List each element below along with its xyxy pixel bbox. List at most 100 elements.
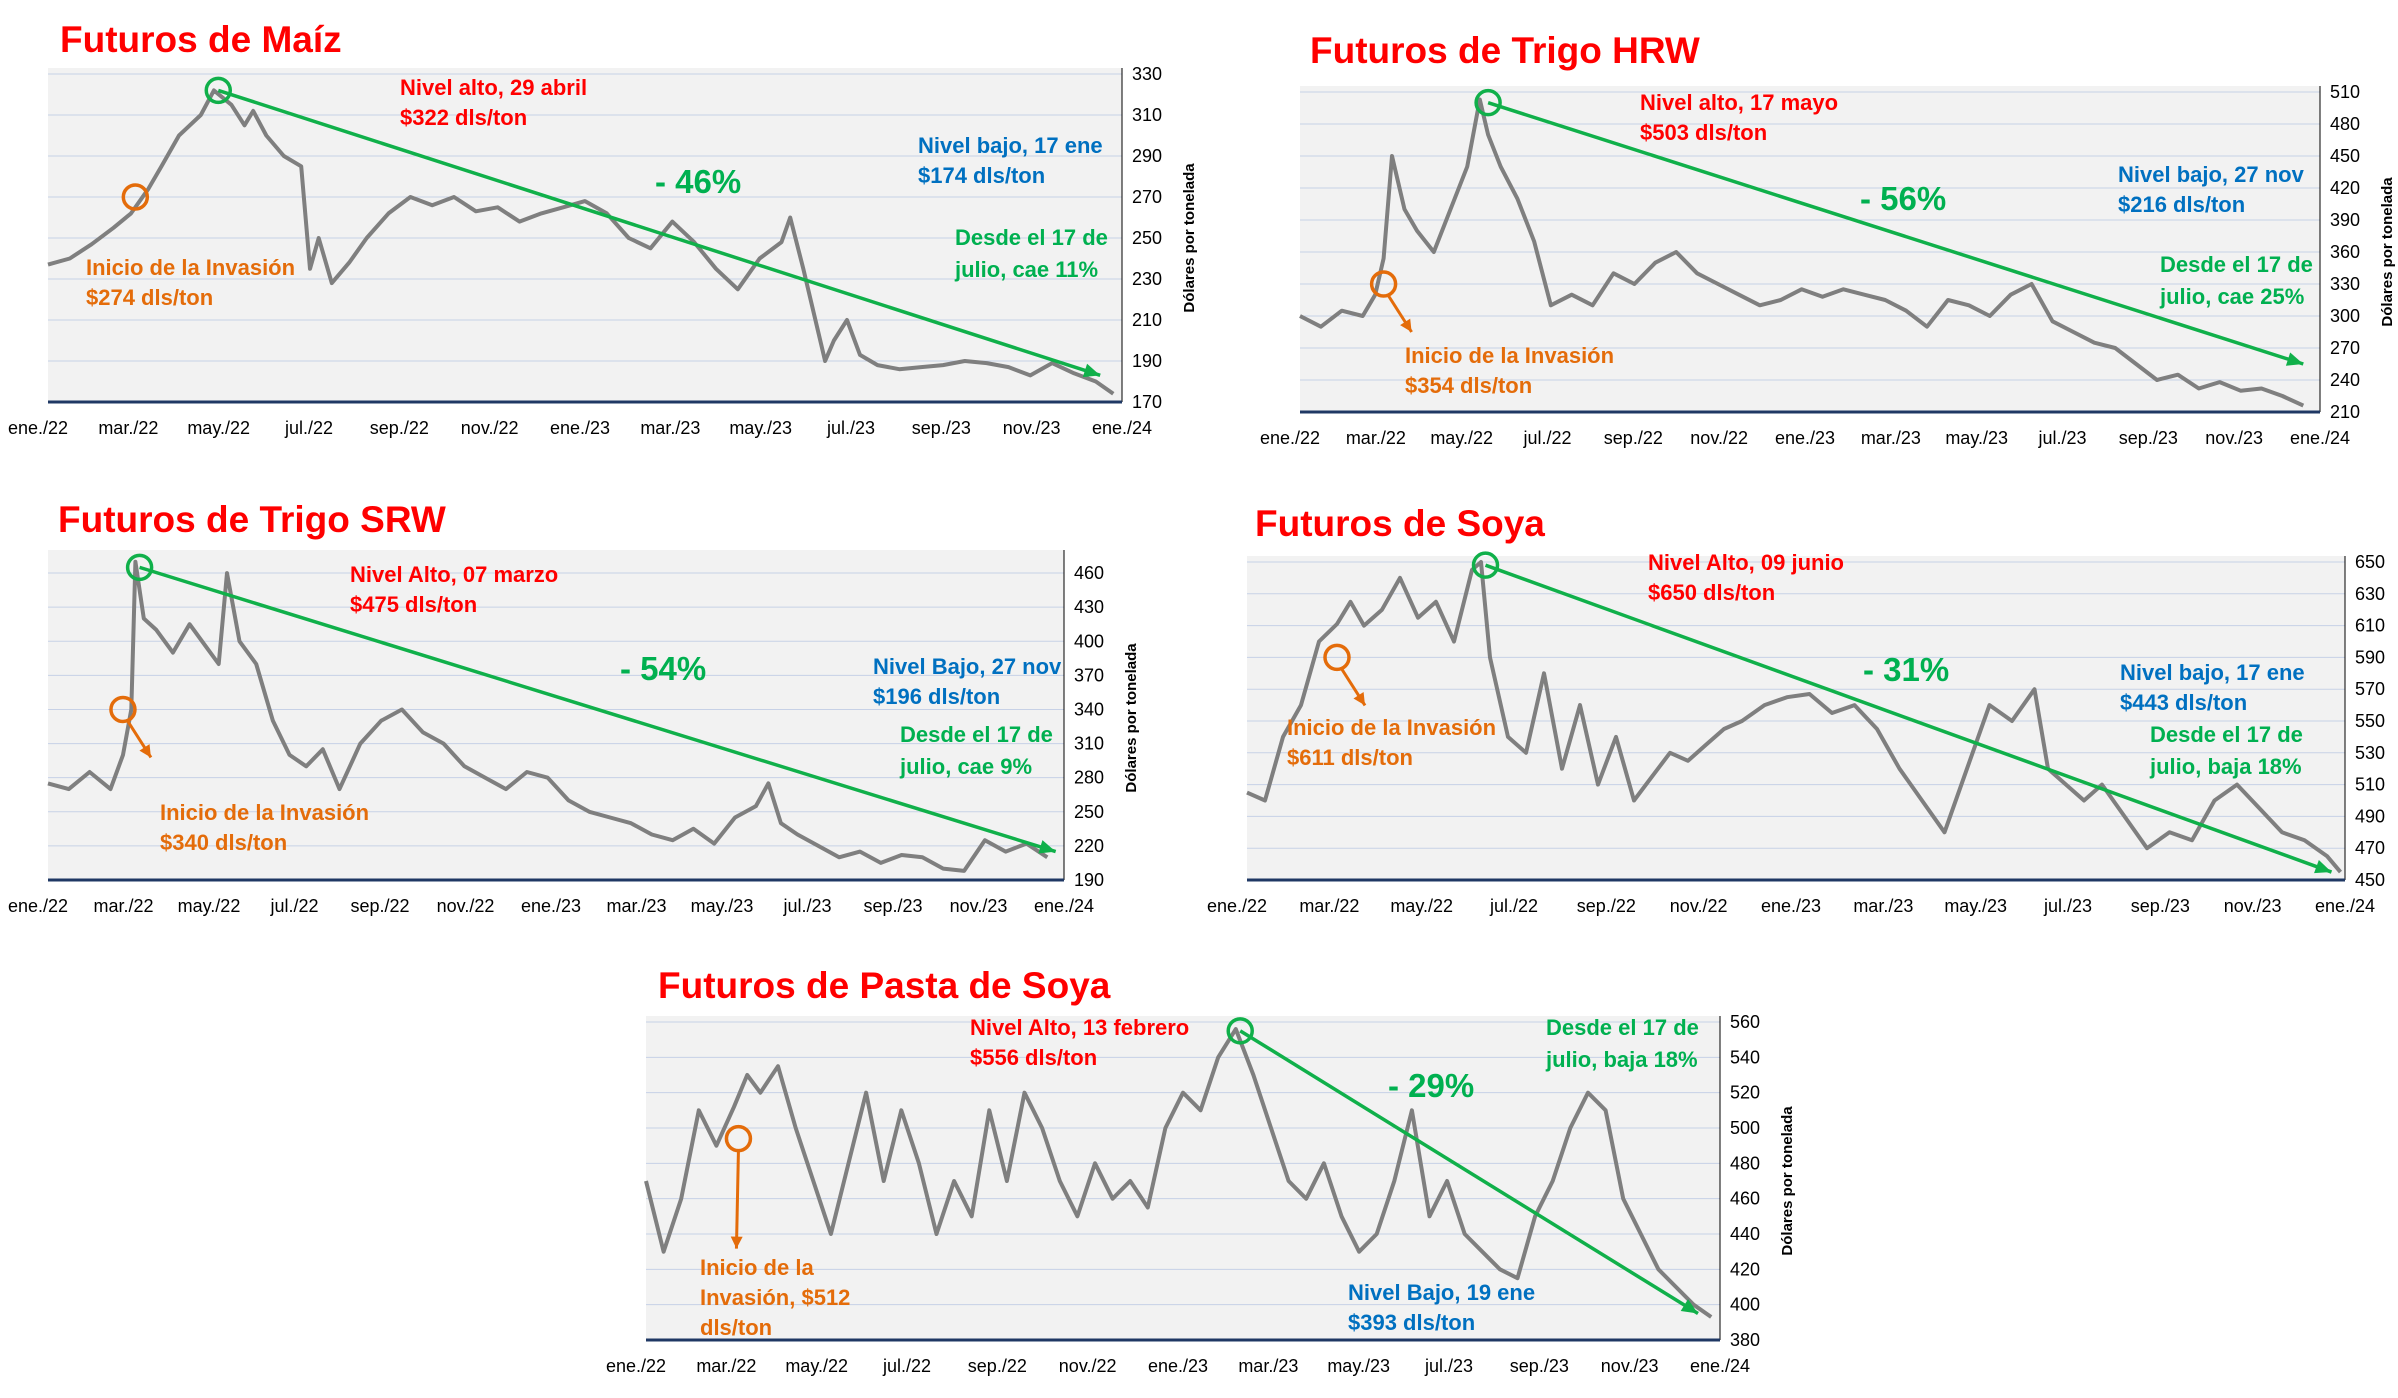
low-level-annotation: Nivel Bajo, 19 ene $393 dls/ton: [1348, 1280, 1535, 1335]
x-tick-label: nov./23: [950, 896, 1008, 916]
y-tick-label: 650: [2355, 552, 2385, 572]
y-tick-label: 190: [1132, 351, 1162, 371]
y-tick-label: 230: [1132, 269, 1162, 289]
y-tick-label: 570: [2355, 679, 2385, 699]
change-percent-label: - 56%: [1860, 180, 1946, 217]
y-tick-label: 240: [2330, 370, 2360, 390]
x-tick-label: ene./22: [8, 418, 68, 438]
y-tick-label: 400: [1074, 631, 1104, 651]
x-tick-label: may./22: [785, 1356, 848, 1376]
x-tick-label: sep./22: [370, 418, 429, 438]
x-tick-label: sep./22: [968, 1356, 1027, 1376]
x-tick-label: ene./24: [1690, 1356, 1750, 1376]
chart-title: Futuros de Maíz: [60, 19, 342, 60]
trend-arrowhead: [2285, 352, 2304, 366]
x-tick-label: mar./23: [1853, 896, 1913, 916]
invasion-marker: [121, 183, 150, 211]
y-tick-label: 540: [1730, 1047, 1760, 1067]
y-tick-label: 450: [2330, 146, 2360, 166]
y-tick-label: 520: [1730, 1083, 1760, 1103]
y-tick-label: 490: [2355, 806, 2385, 826]
since-july-annotation: Desde el 17 de julio, baja 18%: [1545, 1015, 1699, 1072]
y-tick-label: 590: [2355, 647, 2385, 667]
x-tick-label: jul./23: [826, 418, 875, 438]
x-tick-label: jul./23: [2043, 896, 2092, 916]
x-tick-label: nov./22: [1670, 896, 1728, 916]
y-axis-label: Dólares por tonelada: [1181, 163, 1198, 313]
chart-pasta-soya: Futuros de Pasta de Soya 380 400 420 440 460 4…: [606, 965, 1796, 1376]
y-tick-label: 220: [1074, 836, 1104, 856]
y-tick-label: 480: [1730, 1153, 1760, 1173]
x-tick-label: may./22: [1390, 896, 1453, 916]
chart-title: Futuros de Trigo HRW: [1310, 30, 1700, 71]
chart-title: Futuros de Soya: [1255, 503, 1545, 544]
plot-background: [646, 1016, 1720, 1340]
invasion-annotation: Inicio de la Invasión $340 dls/ton: [160, 800, 369, 855]
price-series-line: [1246, 560, 2343, 874]
y-tick-label: 330: [2330, 274, 2360, 294]
x-tick-label: sep./23: [912, 418, 971, 438]
x-tick-label: sep./22: [1604, 428, 1663, 448]
price-series-line: [1299, 97, 2305, 408]
trend-line: [1484, 563, 2333, 874]
x-tick-label: ene./24: [2315, 896, 2375, 916]
trend-line: [217, 88, 1101, 378]
x-tick-label: may./23: [1327, 1356, 1390, 1376]
y-tick-label: 370: [1074, 665, 1104, 685]
invasion-arrowhead: [139, 744, 151, 758]
low-level-annotation: Nivel bajo, 17 ene $443 dls/ton: [2120, 660, 2305, 715]
y-tick-label: 310: [1074, 734, 1104, 754]
x-tick-label: ene./24: [1092, 418, 1152, 438]
chart-title: Futuros de Trigo SRW: [58, 499, 446, 540]
x-tick-label: may./22: [178, 896, 241, 916]
price-series-line: [47, 88, 1115, 396]
low-level-annotation: Nivel bajo, 27 nov $216 dls/ton: [2118, 162, 2305, 217]
y-tick-label: 210: [1132, 310, 1162, 330]
y-tick-label: 460: [1074, 563, 1104, 583]
invasion-arrowhead: [1400, 318, 1412, 332]
x-tick-label: nov./23: [1003, 418, 1061, 438]
y-tick-label: 280: [1074, 768, 1104, 788]
y-tick-label: 560: [1730, 1012, 1760, 1032]
x-tick-label: ene./23: [550, 418, 610, 438]
invasion-annotation: Inicio de la Invasión $611 dls/ton: [1287, 715, 1496, 770]
x-tick-label: jul./23: [782, 896, 831, 916]
plot-background: [1247, 556, 2345, 880]
y-tick-label: 210: [2330, 402, 2360, 422]
y-tick-label: 420: [1730, 1259, 1760, 1279]
trend-arrowhead: [1680, 1299, 1698, 1314]
y-tick-label: 610: [2355, 616, 2385, 636]
y-axis-label: Dólares por tonelada: [2379, 177, 2396, 327]
x-tick-label: ene./22: [8, 896, 68, 916]
x-tick-label: jul./22: [1489, 896, 1538, 916]
x-tick-label: mar./22: [696, 1356, 756, 1376]
x-tick-label: mar./22: [1346, 428, 1406, 448]
since-july-annotation: Desde el 17 de julio, baja 18%: [2149, 722, 2303, 779]
y-tick-label: 390: [2330, 210, 2360, 230]
y-tick-label: 250: [1132, 228, 1162, 248]
x-tick-label: jul./23: [1424, 1356, 1473, 1376]
x-tick-label: ene./23: [1775, 428, 1835, 448]
y-tick-label: 190: [1074, 870, 1104, 890]
y-tick-label: 470: [2355, 838, 2385, 858]
x-tick-label: may./23: [1944, 896, 2007, 916]
invasion-annotation: Inicio de la Invasión $274 dls/ton: [86, 255, 295, 310]
high-point-marker: [1471, 551, 1500, 579]
trend-line: [139, 565, 1057, 854]
x-tick-label: jul./23: [2037, 428, 2086, 448]
chart-title: Futuros de Pasta de Soya: [658, 965, 1111, 1006]
trend-arrowhead: [2314, 860, 2332, 874]
high-level-annotation: Nivel alto, 17 mayo $503 dls/ton: [1640, 90, 1838, 145]
high-point-marker: [125, 553, 154, 582]
y-tick-label: 270: [2330, 338, 2360, 358]
trend-line: [1239, 1029, 1699, 1315]
high-level-annotation: Nivel Alto, 09 junio $650 dls/ton: [1648, 550, 1844, 605]
x-tick-label: mar./22: [93, 896, 153, 916]
x-tick-label: nov./22: [437, 896, 495, 916]
x-tick-label: sep./22: [1577, 896, 1636, 916]
x-tick-label: jul./22: [1522, 428, 1571, 448]
low-level-annotation: Nivel Bajo, 27 nov $196 dls/ton: [873, 654, 1062, 709]
since-july-annotation: Desde el 17 de julio, cae 25%: [2159, 252, 2313, 309]
x-tick-label: may./23: [691, 896, 754, 916]
since-july-annotation: Desde el 17 de julio, cae 9%: [899, 722, 1053, 779]
